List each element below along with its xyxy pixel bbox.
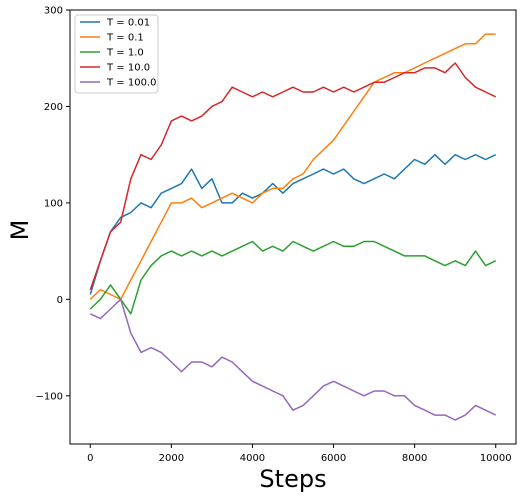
legend-label-0: T = 0.01 <box>106 18 150 29</box>
legend-label-4: T = 100.0 <box>106 78 156 89</box>
legend: T = 0.01 T = 0.1 T = 1.0 T = 10.0 T = 100.0 <box>74 14 159 94</box>
legend-label-2: T = 1.0 <box>106 48 144 59</box>
x-tick-label: 2000 <box>159 453 184 464</box>
y-tick-label: 300 <box>44 6 63 17</box>
plot-frame <box>69 9 517 445</box>
y-axis-ticks: −100 0 100 200 300 <box>36 6 70 402</box>
series-line-0 <box>89 153 497 295</box>
series-line-2 <box>89 240 497 315</box>
x-tick-label: 4000 <box>240 453 265 464</box>
series-line-3 <box>89 62 497 290</box>
legend-label-3: T = 10.0 <box>106 63 150 74</box>
x-tick-label: 10000 <box>480 453 512 464</box>
series-layer <box>89 33 497 421</box>
legend-label-1: T = 0.1 <box>106 33 144 44</box>
y-tick-label: 100 <box>44 198 63 209</box>
x-axis-label: Steps <box>259 465 326 493</box>
series-line-4 <box>89 298 497 421</box>
axes-layer <box>69 9 517 445</box>
x-tick-label: 0 <box>87 453 93 464</box>
x-axis-ticks: 0 2000 4000 6000 8000 10000 <box>87 444 512 464</box>
y-axis-label: M <box>6 220 34 241</box>
y-tick-label: 0 <box>57 295 63 306</box>
y-tick-label: 200 <box>44 102 63 113</box>
x-tick-label: 6000 <box>321 453 346 464</box>
x-tick-label: 8000 <box>402 453 427 464</box>
series-line-1 <box>89 33 496 301</box>
y-tick-label: −100 <box>36 391 63 402</box>
legend-box <box>74 14 159 94</box>
